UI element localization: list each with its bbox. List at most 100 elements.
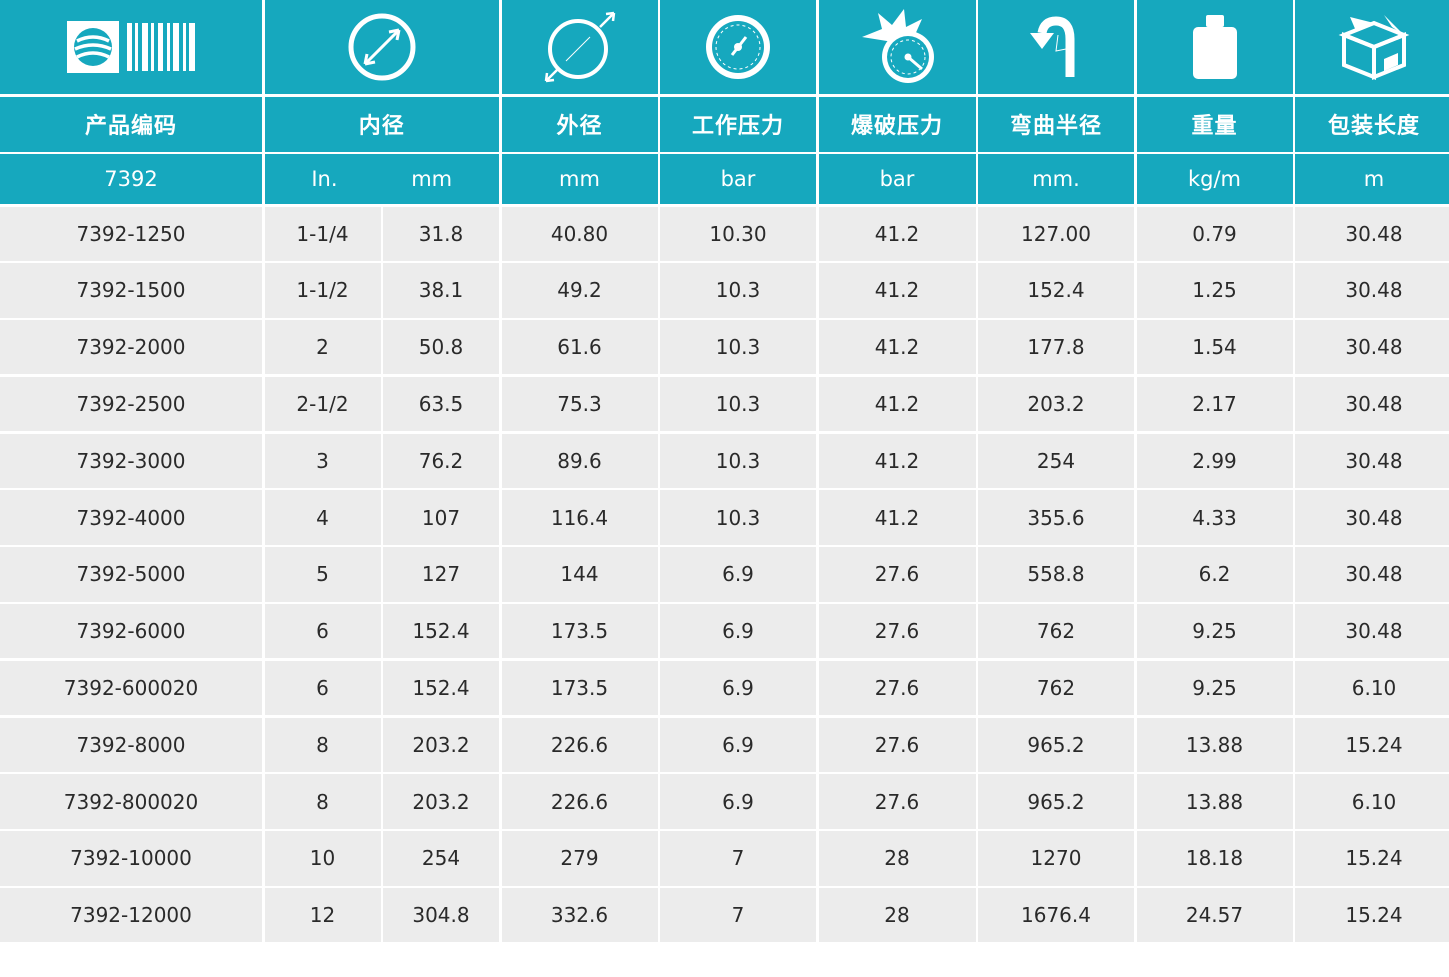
table-cell-bend-radius: 177.8: [978, 320, 1134, 375]
table-cell-burst-pressure: 27.6: [818, 660, 976, 716]
package-box-icon: [1295, 0, 1449, 94]
table-cell-bend-radius: 254: [978, 433, 1134, 488]
table-cell-od: 332.6: [501, 888, 658, 943]
table-cell-working-pressure: 6.9: [660, 660, 816, 716]
header-label-weight: 重量: [1136, 96, 1293, 152]
table-cell-bend-radius: 203.2: [978, 376, 1134, 432]
table-cell-weight: 1.25: [1136, 263, 1293, 318]
table-cell-code: 7392-10000: [0, 831, 262, 886]
table-cell-id-mm: 107: [383, 490, 499, 545]
table-cell-code: 7392-2500: [0, 376, 262, 432]
table-cell-bend-radius: 965.2: [978, 774, 1134, 829]
table-cell-code: 7392-4000: [0, 490, 262, 545]
table-cell-package-length: 15.24: [1295, 831, 1449, 886]
table-cell-burst-pressure: 27.6: [818, 547, 976, 602]
table-cell-od: 226.6: [501, 717, 658, 772]
table-cell-id-mm: 203.2: [383, 774, 499, 829]
table-cell-id-mm: 38.1: [383, 263, 499, 318]
table-cell-bend-radius: 355.6: [978, 490, 1134, 545]
table-cell-burst-pressure: 41.2: [818, 206, 976, 261]
table-cell-id-inch: 8: [264, 717, 381, 772]
table-cell-weight: 4.33: [1136, 490, 1293, 545]
table-cell-working-pressure: 6.9: [660, 774, 816, 829]
table-cell-id-inch: 5: [264, 547, 381, 602]
table-cell-bend-radius: 762: [978, 660, 1134, 716]
table-cell-bend-radius: 965.2: [978, 717, 1134, 772]
unit-mm: mm: [411, 167, 453, 191]
header-label-code: 产品编码: [0, 96, 262, 152]
table-cell-weight: 13.88: [1136, 717, 1293, 772]
burst-pressure-icon: [818, 0, 976, 94]
table-cell-weight: 0.79: [1136, 206, 1293, 261]
table-cell-bend-radius: 127.00: [978, 206, 1134, 261]
table-cell-package-length: 30.48: [1295, 376, 1449, 432]
table-cell-burst-pressure: 27.6: [818, 604, 976, 659]
table-cell-id-inch: 1-1/2: [264, 263, 381, 318]
table-cell-package-length: 30.48: [1295, 604, 1449, 659]
table-cell-id-mm: 254: [383, 831, 499, 886]
table-cell-package-length: 15.24: [1295, 888, 1449, 943]
table-cell-id-mm: 50.8: [383, 320, 499, 375]
table-cell-package-length: 30.48: [1295, 490, 1449, 545]
table-cell-burst-pressure: 41.2: [818, 376, 976, 432]
table-cell-working-pressure: 10.3: [660, 376, 816, 432]
table-cell-burst-pressure: 41.2: [818, 433, 976, 488]
table-cell-bend-radius: 152.4: [978, 263, 1134, 318]
table-cell-code: 7392-800020: [0, 774, 262, 829]
table-cell-id-inch: 8: [264, 774, 381, 829]
table-cell-id-mm: 304.8: [383, 888, 499, 943]
table-cell-code: 7392-1500: [0, 263, 262, 318]
table-cell-weight: 18.18: [1136, 831, 1293, 886]
table-cell-id-inch: 10: [264, 831, 381, 886]
table-cell-working-pressure: 7: [660, 888, 816, 943]
header-code-value: 7392: [0, 154, 262, 204]
table-cell-id-inch: 6: [264, 604, 381, 659]
table-cell-working-pressure: 6.9: [660, 717, 816, 772]
table-cell-working-pressure: 10.3: [660, 490, 816, 545]
table-cell-package-length: 30.48: [1295, 206, 1449, 261]
table-cell-id-mm: 76.2: [383, 433, 499, 488]
table-cell-working-pressure: 7: [660, 831, 816, 886]
bend-radius-icon: [978, 0, 1134, 94]
table-cell-id-inch: 4: [264, 490, 381, 545]
table-cell-working-pressure: 6.9: [660, 547, 816, 602]
table-cell-burst-pressure: 41.2: [818, 320, 976, 375]
unit-working-pressure: bar: [660, 154, 816, 204]
unit-burst-pressure: bar: [818, 154, 976, 204]
table-cell-code: 7392-600020: [0, 660, 262, 716]
table-cell-code: 7392-1250: [0, 206, 262, 261]
table-cell-weight: 6.2: [1136, 547, 1293, 602]
table-cell-od: 75.3: [501, 376, 658, 432]
outer-diameter-icon: [501, 0, 658, 94]
table-cell-id-mm: 63.5: [383, 376, 499, 432]
table-cell-od: 279: [501, 831, 658, 886]
table-cell-working-pressure: 10.3: [660, 263, 816, 318]
header-label-inner-diameter: 内径: [264, 96, 499, 152]
table-cell-burst-pressure: 41.2: [818, 263, 976, 318]
table-cell-package-length: 30.48: [1295, 433, 1449, 488]
table-cell-working-pressure: 10.3: [660, 320, 816, 375]
header-label-outer-diameter: 外径: [501, 96, 658, 152]
table-cell-burst-pressure: 27.6: [818, 774, 976, 829]
table-cell-code: 7392-2000: [0, 320, 262, 375]
table-cell-code: 7392-12000: [0, 888, 262, 943]
table-cell-package-length: 6.10: [1295, 774, 1449, 829]
table-cell-id-mm: 127: [383, 547, 499, 602]
table-cell-id-inch: 12: [264, 888, 381, 943]
table-cell-od: 49.2: [501, 263, 658, 318]
unit-outer-diameter: mm: [501, 154, 658, 204]
table-cell-od: 61.6: [501, 320, 658, 375]
pressure-gauge-icon: [660, 0, 816, 94]
table-cell-weight: 9.25: [1136, 660, 1293, 716]
table-cell-id-mm: 152.4: [383, 660, 499, 716]
table-cell-burst-pressure: 27.6: [818, 717, 976, 772]
table-cell-id-inch: 6: [264, 660, 381, 716]
table-cell-burst-pressure: 28: [818, 831, 976, 886]
table-cell-od: 116.4: [501, 490, 658, 545]
unit-package-length: m: [1295, 154, 1449, 204]
table-cell-od: 173.5: [501, 660, 658, 716]
table-cell-bend-radius: 558.8: [978, 547, 1134, 602]
table-cell-package-length: 15.24: [1295, 717, 1449, 772]
table-cell-id-mm: 31.8: [383, 206, 499, 261]
table-cell-od: 226.6: [501, 774, 658, 829]
